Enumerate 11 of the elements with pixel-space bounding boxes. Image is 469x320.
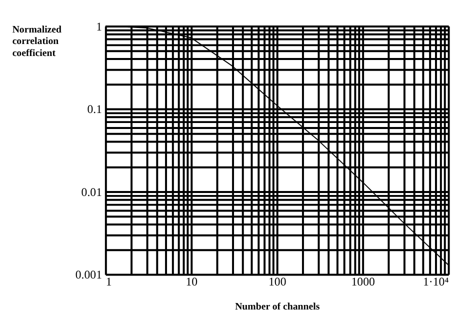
x-tick-label: 1·10⁴ [423, 274, 449, 289]
y-tick-label: 0.001 [75, 268, 102, 282]
y-axis-title: Normalized correlation coefficient [12, 24, 62, 60]
x-tick-label: 1 [106, 274, 112, 289]
y-tick-label: 1 [96, 19, 102, 34]
x-tick-label: 100 [268, 274, 286, 289]
y-tick-label: 0.01 [81, 184, 102, 199]
y-tick-label: 0.1 [87, 102, 102, 116]
x-tick-label: 10 [186, 274, 198, 289]
x-tick-label: 1000 [351, 274, 375, 289]
x-axis-title: Number of channels [235, 301, 320, 312]
